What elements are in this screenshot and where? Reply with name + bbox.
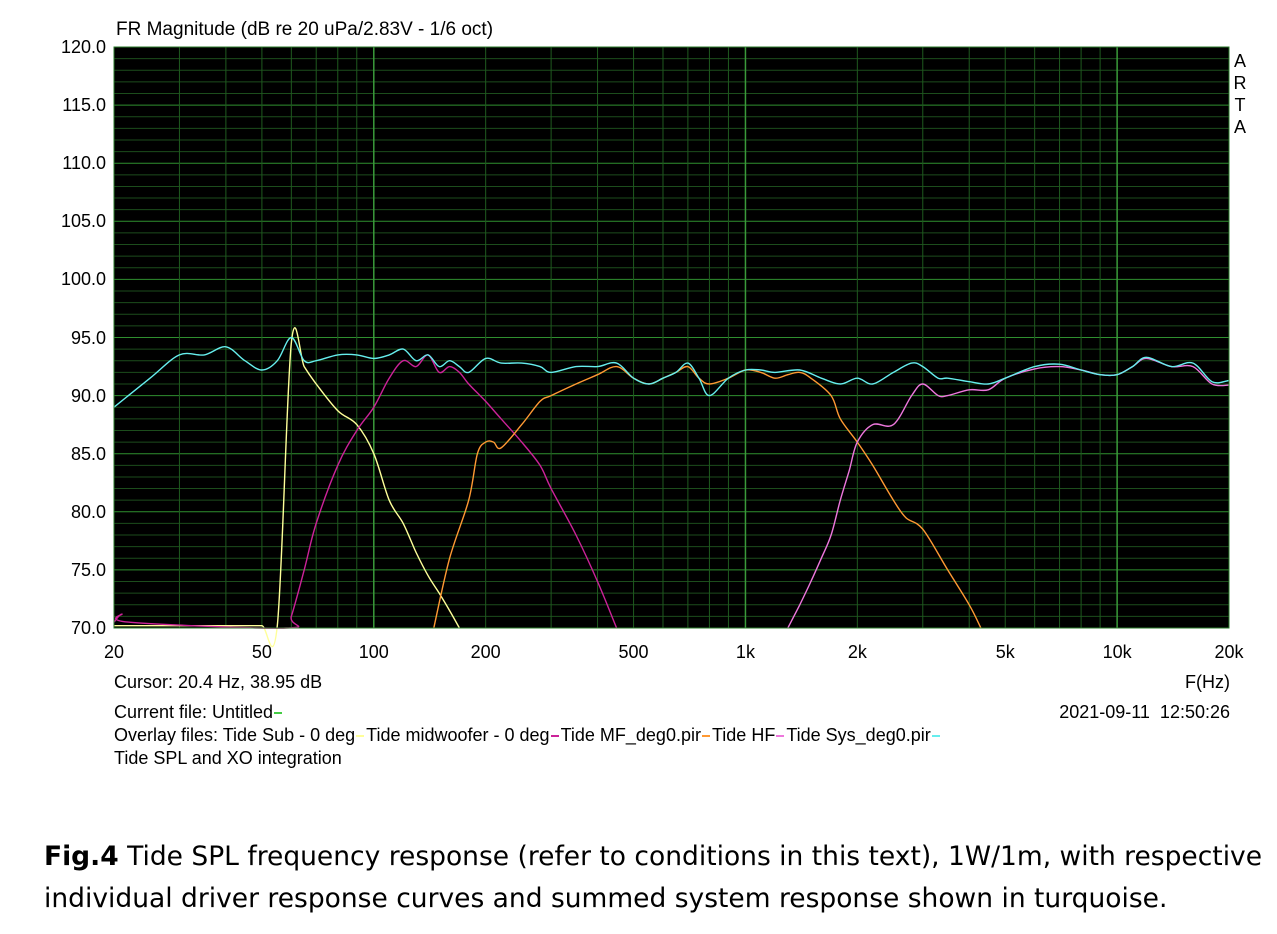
x-tick-label: 1k xyxy=(735,642,755,662)
current-file-label: Current file: Untitled xyxy=(114,702,274,722)
y-tick-label: 100.0 xyxy=(60,269,106,290)
x-tick-label: 10k xyxy=(1102,642,1132,662)
x-tick-label: 5k xyxy=(995,642,1015,662)
x-tick-label: 200 xyxy=(470,642,501,662)
x-tick-label: 100 xyxy=(358,642,389,662)
legend-items: Tide Sub - 0 deg Tide midwoofer - 0 deg Ti… xyxy=(223,725,942,745)
legend-label: Tide MF_deg0.pir xyxy=(560,725,701,745)
plot-frame xyxy=(113,46,1230,629)
current-file: Current file: Untitled xyxy=(114,702,283,723)
y-tick-label: 75.0 xyxy=(70,559,106,580)
y-tick-label: 110.0 xyxy=(62,153,106,174)
legend-swatch xyxy=(701,735,710,738)
series-line-5 xyxy=(113,336,1230,408)
y-tick-label: 90.0 xyxy=(70,385,106,406)
x-tick-label: 20 xyxy=(103,642,125,662)
overlay-files-legend: Overlay files: Tide Sub - 0 deg Tide midw… xyxy=(114,725,942,746)
chart-title: FR Magnitude (dB re 20 uPa/2.83V - 1/6 o… xyxy=(116,19,494,40)
series-line-2 xyxy=(113,354,618,629)
legend-label: Tide midwoofer - 0 deg xyxy=(366,725,550,745)
y-tick-label: 80.0 xyxy=(70,501,106,522)
figure-label: Fig.4 xyxy=(44,841,119,872)
x-tick-label: 2k xyxy=(847,642,867,662)
arta-letter: T xyxy=(1234,95,1246,115)
overlay-files-label: Overlay files: xyxy=(114,725,219,745)
arta-letter: A xyxy=(1233,117,1246,137)
timestamp: 2021-09-11 12:50:26 xyxy=(1059,702,1230,722)
cursor-readout: Cursor: 20.4 Hz, 38.95 dB xyxy=(114,672,323,692)
legend-swatch xyxy=(931,735,940,738)
legend-swatch xyxy=(776,735,785,738)
overlay-files-title: Tide SPL and XO integration xyxy=(114,748,342,768)
y-tick-label: 105.0 xyxy=(60,211,106,232)
current-file-swatch xyxy=(274,712,283,715)
y-tick-label: 95.0 xyxy=(70,327,106,348)
y-tick-label: 85.0 xyxy=(70,443,106,464)
legend-swatch xyxy=(356,735,365,738)
curves xyxy=(113,327,1230,648)
series-line-1 xyxy=(114,327,461,648)
figure-caption: Fig.4 Tide SPL frequency response (refer… xyxy=(44,836,1269,920)
caption-text: Tide SPL frequency response (refer to co… xyxy=(44,841,1263,914)
y-tick-label: 120.0 xyxy=(60,37,106,57)
x-tick-label: 20k xyxy=(1214,642,1244,662)
legend-label: Tide HF xyxy=(711,725,776,745)
y-tick-label: 115.0 xyxy=(62,95,106,116)
legend-label: Tide Sys_deg0.pir xyxy=(786,725,931,745)
x-tick-label: 50 xyxy=(251,642,272,662)
x-tick-label: 500 xyxy=(618,642,649,662)
y-tick-label: 70.0 xyxy=(70,618,106,638)
x-axis-label: F(Hz) xyxy=(1185,672,1230,692)
legend-label: Tide Sub - 0 deg xyxy=(222,725,356,745)
arta-letter: A xyxy=(1233,51,1246,71)
legend-swatch xyxy=(550,735,559,738)
arta-letter: R xyxy=(1233,73,1247,93)
